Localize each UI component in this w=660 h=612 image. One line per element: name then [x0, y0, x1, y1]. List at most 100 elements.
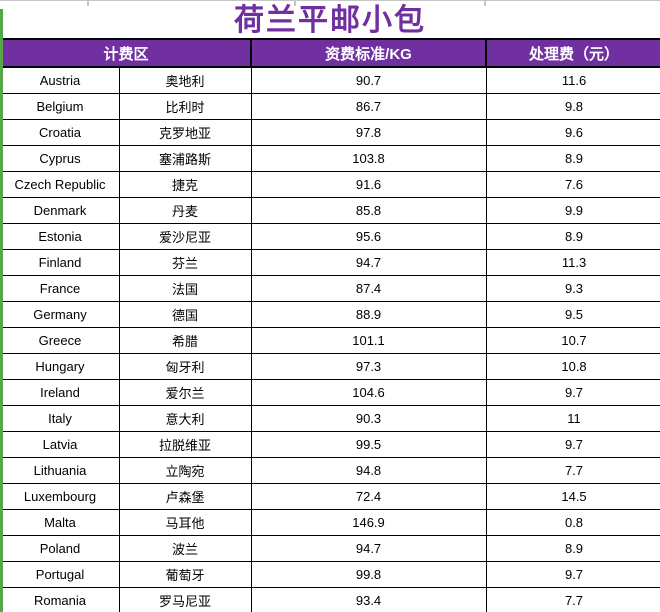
- table-row: Poland 波兰 94.7 8.9: [0, 535, 660, 562]
- table-row: Portugal 葡萄牙 99.8 9.7: [0, 561, 660, 588]
- table-row: Cyprus 塞浦路斯 103.8 8.9: [0, 145, 660, 172]
- table-row: Ireland 爱尔兰 104.6 9.7: [0, 379, 660, 406]
- cell-country-en: Portugal: [0, 561, 120, 588]
- cell-rate: 97.8: [250, 119, 487, 146]
- cell-country-cn: 希腊: [118, 327, 252, 354]
- cell-country-cn: 波兰: [118, 535, 252, 562]
- cell-rate: 95.6: [250, 223, 487, 250]
- column-gridline-stub: [484, 0, 486, 6]
- cell-country-cn: 葡萄牙: [118, 561, 252, 588]
- cell-country-cn: 丹麦: [118, 197, 252, 224]
- cell-country-cn: 卢森堡: [118, 483, 252, 510]
- cell-country-cn: 法国: [118, 275, 252, 302]
- cell-country-en: Czech Republic: [0, 171, 120, 198]
- header-cell-fee: 处理费（元）: [485, 38, 660, 68]
- cell-country-cn: 奥地利: [118, 66, 252, 94]
- cell-country-en: France: [0, 275, 120, 302]
- cell-fee: 8.9: [485, 223, 660, 250]
- cell-rate: 94.8: [250, 457, 487, 484]
- cell-country-en: Estonia: [0, 223, 120, 250]
- cell-rate: 72.4: [250, 483, 487, 510]
- cell-rate: 85.8: [250, 197, 487, 224]
- cell-fee: 14.5: [485, 483, 660, 510]
- cell-fee: 9.7: [485, 379, 660, 406]
- cell-country-cn: 德国: [118, 301, 252, 328]
- rate-table: 计费区 资费标准/KG 处理费（元） Austria 奥地利 90.7 11.6 Bel…: [0, 38, 660, 612]
- cell-country-en: Romania: [0, 587, 120, 612]
- table-row: Denmark 丹麦 85.8 9.9: [0, 197, 660, 224]
- cell-country-en: Belgium: [0, 93, 120, 120]
- cell-country-cn: 罗马尼亚: [118, 587, 252, 612]
- cell-fee: 8.9: [485, 145, 660, 172]
- header-row: 计费区 资费标准/KG 处理费（元）: [0, 38, 660, 68]
- cell-fee: 11.3: [485, 249, 660, 276]
- cell-country-cn: 爱尔兰: [118, 379, 252, 406]
- table-row: Luxembourg 卢森堡 72.4 14.5: [0, 483, 660, 510]
- cell-country-en: Austria: [0, 66, 120, 94]
- table-row: Austria 奥地利 90.7 11.6: [0, 66, 660, 94]
- cell-fee: 9.8: [485, 93, 660, 120]
- table-row: France 法国 87.4 9.3: [0, 275, 660, 302]
- cell-country-en: Greece: [0, 327, 120, 354]
- cell-country-en: Luxembourg: [0, 483, 120, 510]
- header-cell-rate: 资费标准/KG: [250, 38, 488, 68]
- cell-fee: 9.7: [485, 561, 660, 588]
- cell-rate: 93.4: [250, 587, 487, 612]
- table-row: Hungary 匈牙利 97.3 10.8: [0, 353, 660, 380]
- table-row: Germany 德国 88.9 9.5: [0, 301, 660, 328]
- cell-fee: 9.3: [485, 275, 660, 302]
- cell-fee: 7.7: [485, 457, 660, 484]
- cell-rate: 86.7: [250, 93, 487, 120]
- cell-country-en: Malta: [0, 509, 120, 536]
- cell-fee: 9.5: [485, 301, 660, 328]
- cell-rate: 99.5: [250, 431, 487, 458]
- cell-rate: 91.6: [250, 171, 487, 198]
- cell-rate: 88.9: [250, 301, 487, 328]
- table-row: Greece 希腊 101.1 10.7: [0, 327, 660, 354]
- cell-country-cn: 捷克: [118, 171, 252, 198]
- cell-country-en: Cyprus: [0, 145, 120, 172]
- cell-country-en: Germany: [0, 301, 120, 328]
- cell-rate: 104.6: [250, 379, 487, 406]
- cell-country-cn: 爱沙尼亚: [118, 223, 252, 250]
- table-body: Austria 奥地利 90.7 11.6 Belgium 比利时 86.7 9.8 Croat…: [0, 66, 660, 612]
- table-row: Italy 意大利 90.3 11: [0, 405, 660, 432]
- cell-country-en: Hungary: [0, 353, 120, 380]
- table-row: Czech Republic 捷克 91.6 7.6: [0, 171, 660, 198]
- header-cell-zone: 计费区: [0, 38, 253, 68]
- cell-country-en: Finland: [0, 249, 120, 276]
- table-row: Lithuania 立陶宛 94.8 7.7: [0, 457, 660, 484]
- cell-country-en: Latvia: [0, 431, 120, 458]
- cell-country-en: Ireland: [0, 379, 120, 406]
- cell-country-cn: 匈牙利: [118, 353, 252, 380]
- cell-country-en: Lithuania: [0, 457, 120, 484]
- sheet-boundary-line: [0, 9, 3, 612]
- cell-country-cn: 塞浦路斯: [118, 145, 252, 172]
- cell-fee: 10.8: [485, 353, 660, 380]
- cell-country-cn: 立陶宛: [118, 457, 252, 484]
- cell-rate: 99.8: [250, 561, 487, 588]
- table-row: Latvia 拉脱维亚 99.5 9.7: [0, 431, 660, 458]
- cell-country-en: Poland: [0, 535, 120, 562]
- table-row: Romania 罗马尼亚 93.4 7.7: [0, 587, 660, 612]
- cell-fee: 9.9: [485, 197, 660, 224]
- cell-country-en: Italy: [0, 405, 120, 432]
- table-row: Croatia 克罗地亚 97.8 9.6: [0, 119, 660, 146]
- column-gridline-stub: [294, 0, 296, 6]
- table-row: Belgium 比利时 86.7 9.8: [0, 93, 660, 120]
- cell-rate: 146.9: [250, 509, 487, 536]
- cell-fee: 9.7: [485, 431, 660, 458]
- table-row: Finland 芬兰 94.7 11.3: [0, 249, 660, 276]
- cell-fee: 7.6: [485, 171, 660, 198]
- cell-fee: 0.8: [485, 509, 660, 536]
- table-row: Estonia 爱沙尼亚 95.6 8.9: [0, 223, 660, 250]
- cell-country-cn: 拉脱维亚: [118, 431, 252, 458]
- cell-fee: 11.6: [485, 66, 660, 94]
- column-gridline-stub: [87, 0, 89, 6]
- top-gridline: [0, 0, 660, 1]
- cell-country-cn: 意大利: [118, 405, 252, 432]
- cell-country-cn: 马耳他: [118, 509, 252, 536]
- cell-country-en: Denmark: [0, 197, 120, 224]
- cell-fee: 10.7: [485, 327, 660, 354]
